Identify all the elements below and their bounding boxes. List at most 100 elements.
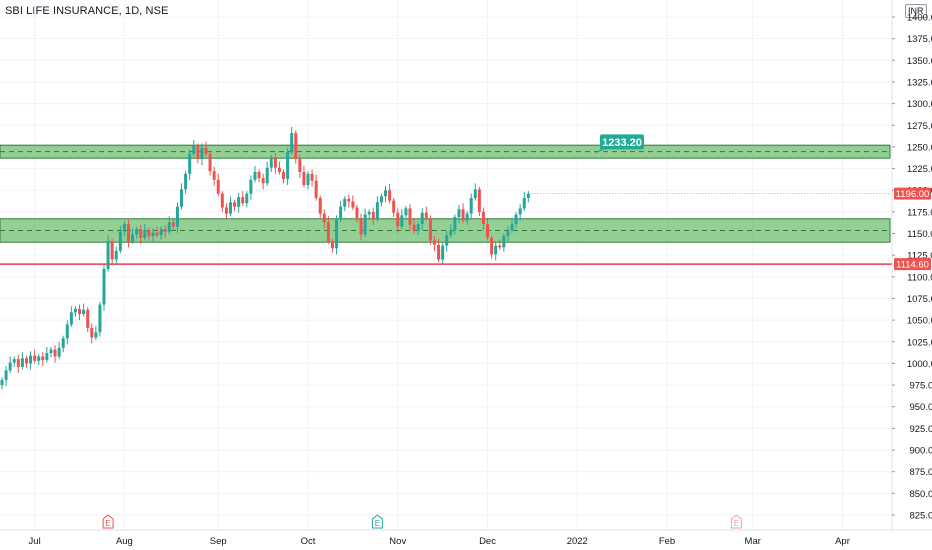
candle-body (384, 190, 388, 197)
y-axis-tick-label: 1000.00 (907, 359, 932, 370)
candle (98, 301, 102, 337)
candle-body (82, 309, 86, 315)
candle-body (355, 207, 359, 218)
candle (73, 306, 77, 317)
candle (8, 356, 12, 373)
candle-body (310, 173, 314, 181)
candle (286, 147, 290, 186)
candle-body (237, 197, 241, 207)
x-axis-tick-label: Aug (116, 536, 133, 547)
candle (192, 139, 196, 157)
candle-body (367, 211, 371, 215)
candle (420, 208, 424, 231)
candle (437, 238, 441, 263)
candle-body (428, 217, 432, 241)
candle-body (233, 202, 237, 207)
candle (326, 216, 330, 244)
candle-body (196, 146, 200, 160)
candle (408, 204, 412, 231)
candle-body (29, 355, 33, 364)
candle (155, 226, 159, 238)
x-axis-tick-label: Dec (479, 536, 496, 547)
candle (131, 228, 135, 244)
candle-body (57, 347, 61, 357)
candle (220, 191, 224, 212)
candle (253, 165, 257, 183)
candle (114, 246, 118, 266)
candle (224, 203, 228, 220)
candle (175, 202, 179, 233)
candle (335, 215, 339, 255)
candle-body (392, 200, 396, 213)
candle (367, 209, 371, 219)
candle-body (45, 353, 49, 360)
candle-body (326, 222, 330, 242)
candle-body (86, 309, 90, 328)
candle-body (220, 193, 224, 208)
candle-body (188, 153, 192, 174)
candle-body (41, 356, 45, 360)
candle-body (400, 215, 404, 227)
candle-body (265, 167, 269, 184)
candle (330, 238, 334, 253)
x-axis-tick-label: Oct (301, 536, 316, 547)
currency-button[interactable]: INR (905, 4, 927, 18)
candle (61, 335, 65, 353)
candle (273, 152, 277, 174)
candle-body (192, 146, 196, 154)
candle-body (216, 179, 220, 194)
candle-body (8, 362, 12, 371)
y-axis-tick-label: 1025.00 (907, 337, 932, 348)
candle (139, 224, 143, 244)
candle-body (347, 198, 351, 202)
candle (351, 195, 355, 211)
candle-body (335, 219, 339, 249)
support-price-label: 1114.60 (896, 260, 929, 271)
candle (461, 203, 465, 224)
candle (24, 355, 28, 368)
candle (290, 126, 294, 155)
candle (384, 185, 388, 203)
candle-body (477, 189, 481, 212)
x-axis-tick-label: Sep (210, 536, 227, 547)
candle-body (61, 338, 65, 348)
event-badge (102, 514, 114, 529)
candle (412, 218, 416, 234)
candle-body (135, 229, 139, 235)
candle-body (155, 232, 159, 236)
current-price-label-box (894, 187, 931, 200)
candle (20, 352, 24, 370)
candle-body (163, 229, 167, 232)
candle (261, 173, 265, 190)
candle-body (437, 244, 441, 260)
candle (90, 323, 94, 344)
candle-body (253, 172, 257, 180)
candle (502, 233, 506, 252)
candle-body (208, 153, 212, 172)
candle-body (457, 209, 461, 218)
candle-body (184, 173, 188, 190)
candle-body (502, 236, 506, 248)
candle (392, 198, 396, 218)
x-axis-tick-label: Apr (835, 536, 850, 547)
event-letter: E (375, 519, 380, 528)
candle (339, 200, 343, 223)
candle-body (514, 214, 518, 224)
candle (277, 161, 281, 175)
candle (445, 230, 449, 252)
candle (53, 345, 57, 363)
candle (294, 130, 298, 164)
candle (200, 143, 204, 166)
candle-body (122, 223, 126, 232)
candle (49, 346, 53, 358)
candle (41, 352, 45, 367)
candle-body (126, 223, 130, 242)
candle-body (20, 358, 24, 367)
x-axis-tick-label: 2022 (567, 536, 588, 547)
candle (306, 171, 310, 190)
current-price-label: 1196.00 (896, 189, 930, 200)
candle (490, 235, 494, 259)
candle (314, 174, 318, 201)
candle-body (204, 147, 208, 154)
